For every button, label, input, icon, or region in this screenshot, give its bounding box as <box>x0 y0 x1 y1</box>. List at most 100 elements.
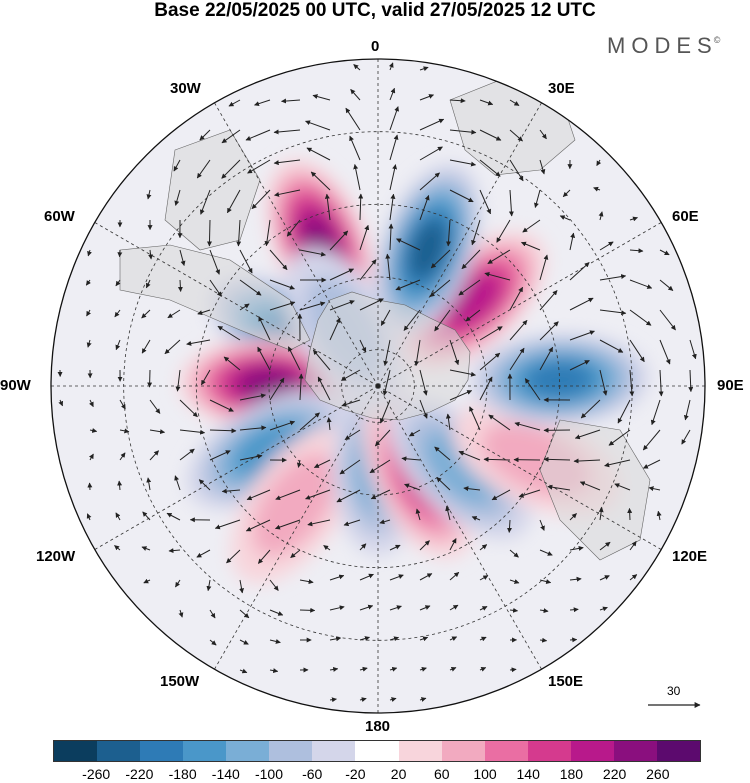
wind-arrow <box>382 369 391 396</box>
wind-arrow <box>257 549 271 564</box>
wind-arrow <box>629 309 652 326</box>
wind-arrow <box>119 452 126 461</box>
wind-arrow <box>86 309 91 317</box>
wind-arrow <box>658 369 664 397</box>
wind-arrow <box>419 172 440 191</box>
wind-arrow <box>198 479 211 491</box>
wind-arrow <box>389 666 398 672</box>
wind-arrow <box>434 309 451 332</box>
wind-arrow <box>471 219 481 246</box>
wind-arrow <box>89 453 94 461</box>
wind-arrow <box>445 413 451 431</box>
wind-arrow <box>286 219 301 237</box>
wind-arrow <box>434 446 451 461</box>
wind-arrow <box>115 512 121 521</box>
colorbar-segment-14 <box>656 741 700 761</box>
wind-arrow <box>85 279 91 286</box>
wind-arrow <box>449 604 459 611</box>
wind-arrow <box>389 87 396 101</box>
wind-arrow <box>247 159 271 174</box>
wind-arrow <box>114 309 121 318</box>
colorbar-segment-13 <box>613 741 657 761</box>
wind-arrow <box>629 574 638 581</box>
wind-arrow <box>598 507 604 521</box>
wind-arrow <box>465 309 481 322</box>
wind-arrow <box>89 428 98 433</box>
wind-arrow <box>239 279 262 296</box>
wind-arrow <box>509 607 519 613</box>
colorbar-tick-label: 180 <box>559 766 584 782</box>
lon-label-0: 0 <box>371 38 380 55</box>
wind-arrow <box>298 373 304 401</box>
wind-arrow <box>449 369 476 377</box>
wind-arrow <box>239 303 250 311</box>
lon-label-120w: 120W <box>36 548 76 565</box>
wind-arrow <box>446 219 451 247</box>
wind-arrow <box>359 636 370 641</box>
wind-arrow <box>226 549 241 564</box>
wind-arrow <box>506 519 512 533</box>
wind-arrow <box>209 609 216 619</box>
wind-arrow <box>269 639 281 644</box>
wind-arrow <box>326 417 332 431</box>
wind-arrow <box>313 459 331 469</box>
wind-arrow <box>312 349 331 371</box>
wind-arrow <box>419 540 430 551</box>
map-title: Base 22/05/2025 00 UTC, valid 27/05/2025… <box>154 0 596 21</box>
wind-arrow <box>178 609 184 618</box>
wind-arrow <box>579 481 601 491</box>
wind-arrow <box>599 575 610 581</box>
wind-arrow <box>343 519 361 527</box>
wind-arrow <box>479 606 488 611</box>
wind-arrow <box>186 339 211 346</box>
wind-arrow <box>569 576 582 582</box>
colorbar-segment-12 <box>570 741 614 761</box>
wind-arrow <box>659 249 670 256</box>
wind-arrow <box>245 129 271 141</box>
wind-arrow <box>479 352 501 371</box>
wind-arrow <box>599 369 608 396</box>
wind-arrow <box>539 608 549 614</box>
wind-arrow <box>401 456 421 462</box>
wind-arrow <box>89 399 94 408</box>
wind-arrow <box>199 189 211 215</box>
wind-arrow <box>179 448 195 461</box>
wind-arrow <box>217 325 241 341</box>
wind-arrow <box>290 549 301 559</box>
wind-arrow <box>389 193 396 221</box>
wind-arrow <box>419 195 430 221</box>
wind-arrow <box>479 189 491 215</box>
wind-arrow <box>479 326 503 341</box>
colorbar-tick-label: -20 <box>345 766 366 782</box>
lon-label-180: 180 <box>365 718 391 735</box>
wind-arrow <box>115 279 121 287</box>
wind-arrow <box>539 159 546 175</box>
wind-arrow <box>388 223 394 251</box>
wind-arrow <box>239 609 250 619</box>
wind-arrow <box>168 548 181 554</box>
wind-arrow <box>389 697 397 702</box>
wind-arrow <box>359 259 377 281</box>
wind-arrow <box>539 579 552 584</box>
wind-arrow <box>349 135 361 161</box>
lon-label-120e: 120E <box>672 548 708 565</box>
wind-arrow <box>395 279 421 291</box>
wind-arrow <box>681 429 691 445</box>
wind-arrow <box>608 429 631 446</box>
wind-arrow <box>329 268 355 281</box>
colorbar <box>53 740 701 762</box>
wind-arrow <box>228 99 241 107</box>
wind-arrow <box>175 579 181 588</box>
wind-arrow <box>599 241 614 251</box>
wind-arrow <box>299 412 320 431</box>
meridian-30 <box>377 385 542 670</box>
wind-arrow <box>86 513 92 521</box>
colorbar-tick-label: -180 <box>168 766 197 782</box>
wind-arrow <box>404 483 421 491</box>
wind-arrow <box>389 574 404 581</box>
wind-arrow <box>209 450 231 461</box>
wind-arrow <box>569 232 576 251</box>
wind-arrow <box>419 369 428 396</box>
wind-arrow <box>149 429 166 435</box>
wind-arrow <box>569 607 579 613</box>
